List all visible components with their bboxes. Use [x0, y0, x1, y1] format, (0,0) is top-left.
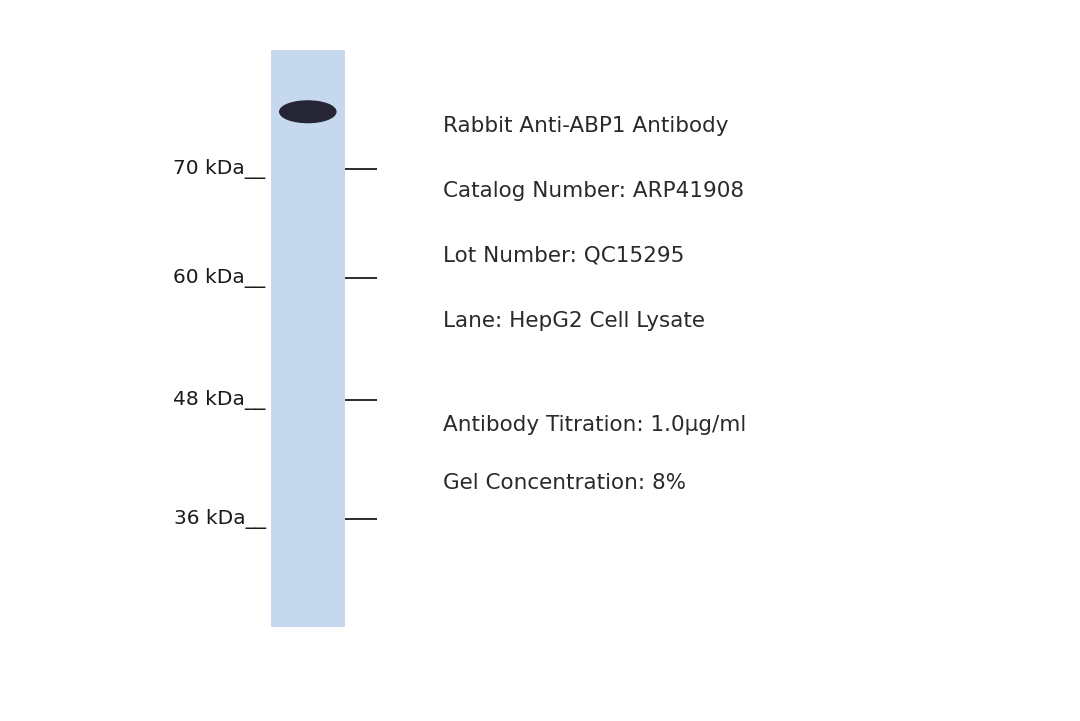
Text: 70 kDa__: 70 kDa__ [174, 159, 266, 180]
Text: 60 kDa__: 60 kDa__ [174, 267, 266, 288]
Text: Gel Concentration: 8%: Gel Concentration: 8% [443, 473, 686, 493]
Text: 48 kDa__: 48 kDa__ [173, 390, 266, 410]
Text: 36 kDa__: 36 kDa__ [174, 509, 266, 529]
Text: Catalog Number: ARP41908: Catalog Number: ARP41908 [443, 181, 744, 201]
Bar [271, 50, 345, 627]
Text: Lane: HepG2 Cell Lysate: Lane: HepG2 Cell Lysate [443, 311, 705, 331]
Text: Lot Number: QC15295: Lot Number: QC15295 [443, 246, 684, 266]
Ellipse shape [280, 101, 336, 123]
Text: Antibody Titration: 1.0μg/ml: Antibody Titration: 1.0μg/ml [443, 415, 746, 435]
Text: Rabbit Anti-ABP1 Antibody: Rabbit Anti-ABP1 Antibody [443, 116, 728, 136]
